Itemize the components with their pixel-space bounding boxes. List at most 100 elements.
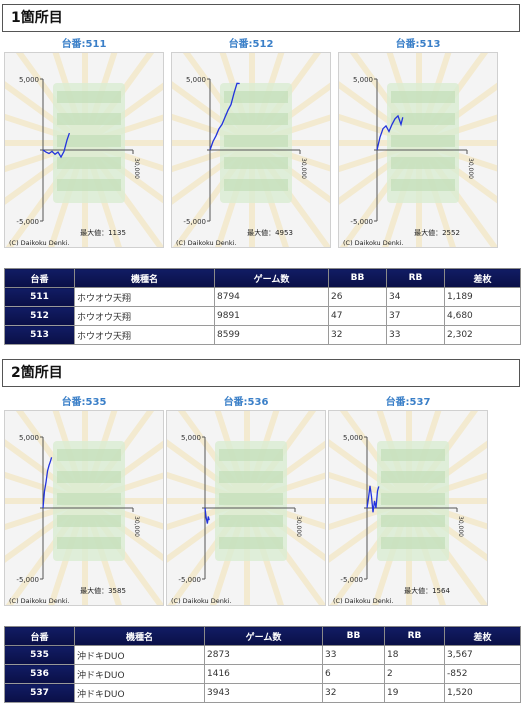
col-header-rb[interactable]: RB [384,626,445,646]
bb-cell: 47 [328,306,387,326]
background-stripe [381,449,445,461]
machine-no-cell[interactable]: 511 [4,287,75,307]
copyright-label: (C) Daikoku Denki. [171,597,232,605]
max-value-label: 最大値：1564 [404,586,450,595]
background-stripe [224,113,288,125]
background-stripe [219,493,283,505]
background-stripe [224,91,288,103]
background-stripe [219,537,283,549]
col-header-bb[interactable]: BB [322,626,385,646]
x-tick-label: 30,000 [133,158,140,179]
col-header-diff[interactable]: 差枚 [444,268,521,288]
table-row: 512 ホウオウ天翔 9891 47 37 4,680 [4,306,521,326]
rb-cell: 19 [384,683,445,703]
background-stripe [57,135,121,147]
rb-cell: 2 [384,664,445,684]
background-stripe [57,493,121,505]
table-row: 537 沖ドキDUO 3943 32 19 1,520 [4,683,521,703]
games-cell: 3943 [204,683,323,703]
chart-title: 台番:536 [223,397,269,408]
series-line [376,114,404,151]
background-stripe [391,113,455,125]
x-tick-label: 30,000 [133,516,140,537]
y-tick-label-top: 5,000 [181,434,201,442]
chart-title: 台番:511 [61,39,107,50]
bb-cell: 26 [328,287,387,307]
y-tick-label-top: 5,000 [353,76,373,84]
col-header-rb[interactable]: RB [386,268,445,288]
games-cell: 8599 [214,325,329,345]
x-tick-label: 30,000 [295,516,302,537]
x-tick-label: 30,000 [457,516,464,537]
copyright-label: (C) Daikoku Denki. [9,597,70,605]
data-table-1: 台番 機種名 ゲーム数 BB RB 差枚 511 ホウオウ天翔 8794 26 … [4,268,521,345]
background-stripe [219,449,283,461]
col-header-machine-no[interactable]: 台番 [4,626,75,646]
background-stripe [57,449,121,461]
background-stripe [224,135,288,147]
background-stripe [381,493,445,505]
rb-cell: 33 [386,325,445,345]
col-header-bb[interactable]: BB [328,268,387,288]
model-cell: ホウオウ天翔 [74,287,215,307]
chart-title: 台番:513 [395,39,441,50]
y-tick-label-top: 5,000 [19,434,39,442]
machine-no-cell[interactable]: 537 [4,683,75,703]
y-tick-label-bottom: -5,000 [16,576,39,584]
copyright-label: (C) Daikoku Denki. [333,597,394,605]
diff-cell: 2,302 [444,325,521,345]
diff-cell: 1,520 [444,683,521,703]
background-stripe [219,515,283,527]
machine-no-cell[interactable]: 513 [4,325,75,345]
background-decoration [172,53,330,247]
y-tick-label-bottom: -5,000 [340,576,363,584]
series-line [42,457,53,509]
background-stripe [57,471,121,483]
series-line [42,132,71,159]
background-stripe [391,157,455,169]
machine-no-cell[interactable]: 535 [4,645,75,665]
background-decoration [339,53,497,247]
background-stripe [381,515,445,527]
graph-panel: 5,000 -5,000 30,000 最大値：1564 (C) Daikoku Den… [328,410,488,606]
col-header-machine-no[interactable]: 台番 [4,268,75,288]
bb-cell: 6 [322,664,385,684]
col-header-model[interactable]: 機種名 [74,626,205,646]
col-header-diff[interactable]: 差枚 [444,626,521,646]
series-line [204,507,210,524]
max-value-label: 最大値：2552 [414,228,460,237]
background-stripe [57,537,121,549]
bb-cell: 32 [322,683,385,703]
rb-cell: 37 [386,306,445,326]
machine-no-cell[interactable]: 536 [4,664,75,684]
graph-panel: 5,000 -5,000 30,000 最大値：1135 (C) Daikoku Den… [4,52,164,248]
col-header-games[interactable]: ゲーム数 [204,626,323,646]
col-header-games[interactable]: ゲーム数 [214,268,329,288]
rb-cell: 34 [386,287,445,307]
model-cell: 沖ドキDUO [74,664,205,684]
diff-cell: 1,189 [444,287,521,307]
model-cell: 沖ドキDUO [74,645,205,665]
data-table-2: 台番 機種名 ゲーム数 BB RB 差枚 535 沖ドキDUO 2873 33 … [4,626,521,703]
graph-panel: 5,000 -5,000 30,000 (C) Daikoku Denki. [166,410,326,606]
model-cell: ホウオウ天翔 [74,306,215,326]
max-value-label: 最大値：3585 [80,586,126,595]
series-line [366,485,380,513]
col-header-model[interactable]: 機種名 [74,268,215,288]
section-header-1: 1箇所目 [2,4,520,32]
games-cell: 8794 [214,287,329,307]
background-stripe [224,157,288,169]
graph-panel: 5,000 -5,000 30,000 最大値：4953 (C) Daikoku Den… [171,52,331,248]
copyright-label: (C) Daikoku Denki. [9,239,70,247]
y-tick-label-bottom: -5,000 [16,218,39,226]
chart-title: 台番:535 [61,397,107,408]
diff-cell: 3,567 [444,645,521,665]
chart-title: 台番:537 [385,397,431,408]
machine-no-cell[interactable]: 512 [4,306,75,326]
background-decoration [167,411,325,605]
x-tick-label: 30,000 [300,158,307,179]
background-stripe [57,113,121,125]
section-header-2: 2箇所目 [2,359,520,387]
table-row: 513 ホウオウ天翔 8599 32 33 2,302 [4,325,521,345]
graph-panel: 5,000 -5,000 30,000 最大値：3585 (C) Daikoku Den… [4,410,164,606]
